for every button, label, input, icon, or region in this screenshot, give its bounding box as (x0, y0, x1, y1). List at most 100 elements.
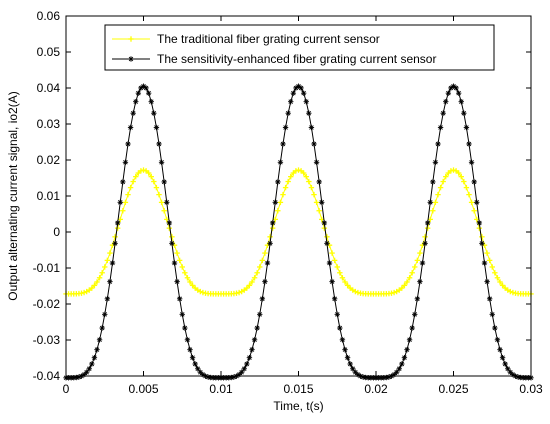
series-2-marker-d2 (409, 325, 415, 331)
series-1-marker (275, 208, 281, 214)
series-2-marker-d2 (115, 220, 120, 226)
series-2-marker-d2 (283, 125, 288, 130)
series-2-marker-d2 (508, 369, 513, 375)
series-1-marker (151, 178, 157, 185)
series-2-marker (135, 90, 142, 96)
series-2-marker-d2 (99, 325, 105, 331)
series-2-marker (455, 90, 462, 96)
series-1-marker (107, 250, 113, 256)
series-1-marker (409, 270, 415, 276)
legend-entry-1: The traditional fiber grating current se… (112, 32, 380, 46)
series-2-marker-d2 (112, 241, 118, 246)
series-2-marker-d2 (148, 99, 154, 104)
series-2-marker (505, 366, 511, 372)
series-1-marker (435, 191, 441, 198)
series-1-marker (484, 250, 490, 256)
y-tick-label: -0.03 (33, 333, 61, 347)
series-2-marker (241, 366, 247, 372)
series-2-marker (282, 124, 289, 131)
series-2-marker (497, 346, 503, 353)
series-2-marker-d2 (451, 83, 456, 89)
y-tick-label: -0.01 (33, 261, 61, 275)
series-2-marker-d2 (105, 296, 110, 302)
series-2-marker-d2 (484, 279, 490, 284)
series-1-marker (422, 234, 428, 240)
series-2-marker-d2 (288, 99, 294, 104)
series-2-marker-d2 (192, 361, 198, 367)
series-1-marker (236, 289, 242, 296)
series-2-marker (324, 240, 330, 247)
series-1-marker (471, 208, 477, 214)
x-tick-label: 0.03 (519, 382, 543, 396)
series-1-marker (249, 279, 255, 285)
series-2-marker-d2 (505, 366, 511, 372)
series-2-marker-d2 (322, 220, 327, 226)
series-2-marker-d2 (482, 260, 487, 266)
series-1-marker (437, 184, 444, 191)
series-1-marker (432, 199, 439, 206)
series-1-marker (244, 285, 250, 291)
series-2-marker (461, 110, 467, 116)
y-tick-label: 0.03 (37, 117, 61, 131)
series-2-marker-d2 (120, 179, 126, 185)
series-2-marker (275, 179, 281, 185)
series-2-marker (94, 346, 100, 353)
series-2-marker (133, 98, 139, 105)
series-1-marker (96, 275, 103, 281)
series-1-marker (466, 191, 472, 198)
series-2-marker-d2 (301, 90, 306, 96)
series-2-marker-d2 (327, 260, 332, 266)
series-1-marker (197, 288, 204, 295)
series-2-marker-d2 (495, 337, 500, 343)
series-1-marker (342, 279, 348, 285)
series-1-marker (443, 173, 449, 180)
series-1-marker (174, 250, 180, 256)
series-2-marker-d2 (435, 141, 441, 147)
series-2-marker-d2 (528, 375, 534, 381)
series-2-marker-d2 (396, 366, 402, 372)
series-2-marker (494, 337, 501, 343)
series-2-marker-d2 (267, 241, 273, 246)
series-1-marker (99, 270, 105, 276)
series-2-marker (109, 260, 116, 266)
y-tick-label: -0.04 (33, 369, 61, 383)
series-1-marker (399, 285, 405, 291)
series-1-marker (316, 208, 322, 214)
series-2-marker (120, 179, 126, 185)
x-tick-label: 0 (63, 382, 70, 396)
series-2-marker (117, 199, 123, 206)
series-2-marker (316, 179, 322, 185)
series-2-marker-d2 (394, 369, 399, 375)
series-1-marker (331, 257, 338, 264)
series-2-marker-d2 (319, 200, 325, 205)
series-2-marker-d2 (185, 337, 190, 343)
series-2-marker-d2 (244, 361, 250, 367)
series-2-marker-d2 (252, 337, 257, 343)
series-2-marker (468, 159, 475, 165)
ticks-layer (65, 15, 532, 377)
series-1-marker (156, 191, 162, 198)
series-1-marker (507, 288, 514, 295)
series-2-marker (112, 240, 118, 247)
series-2-marker-d2 (136, 90, 141, 96)
series-1-marker (293, 168, 299, 174)
series-2-marker (489, 311, 495, 318)
series-2-marker-d2 (123, 160, 128, 165)
series-2-marker-d2 (420, 260, 425, 266)
series-2-marker (127, 124, 134, 131)
series-2-marker-d2 (291, 90, 296, 96)
series-1-marker (125, 191, 131, 198)
series-2-marker-d2 (461, 110, 467, 116)
series-2-marker-d2 (270, 220, 275, 226)
series-2-marker-d2 (285, 110, 291, 116)
series-2-marker (399, 361, 405, 367)
series-1-marker (262, 250, 268, 256)
series-2-marker-d2 (177, 296, 182, 302)
series-1-marker (94, 279, 100, 285)
legend-entry-2: The sensitivity-enhanced fiber grating c… (112, 52, 436, 66)
series-1-marker (463, 184, 470, 191)
y-tick-label: -0.02 (33, 297, 61, 311)
x-axis-label: Time, t(s) (273, 399, 323, 413)
series-2-marker-d2 (309, 125, 314, 130)
series-2-marker (267, 240, 273, 247)
